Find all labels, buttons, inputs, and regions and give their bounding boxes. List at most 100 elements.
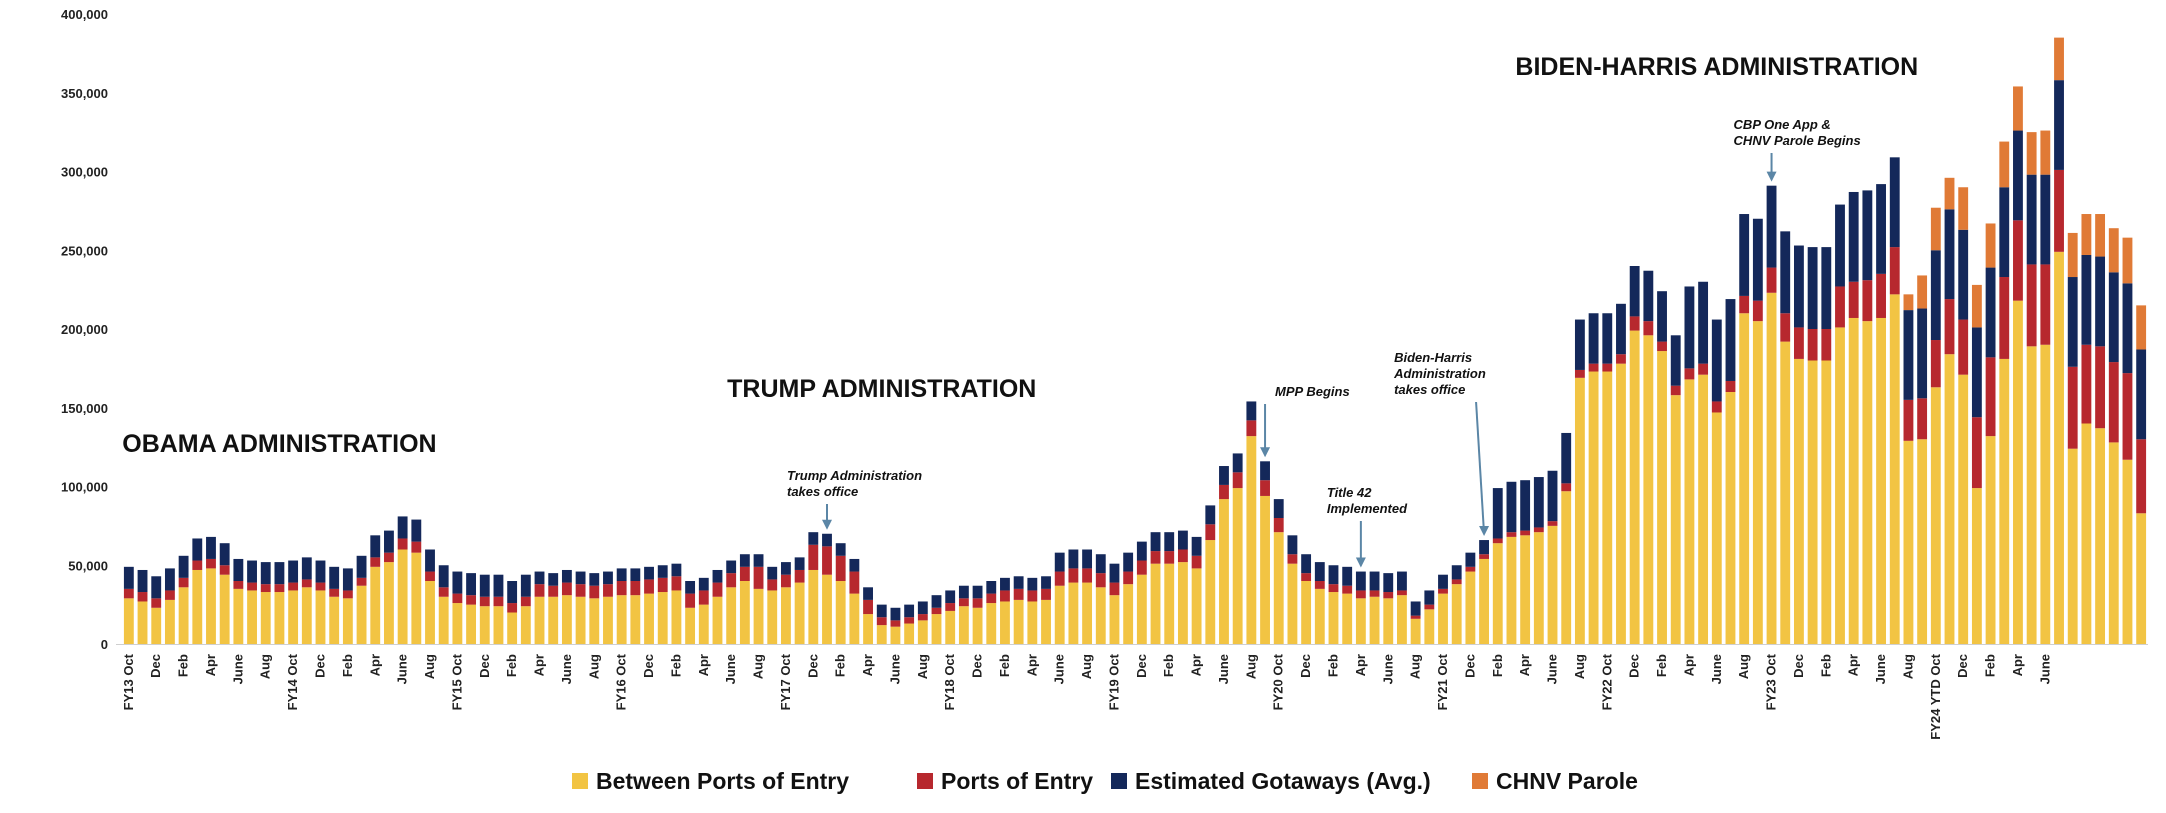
bar-segment-gotaways bbox=[1711, 319, 1722, 402]
x-tick-label: Feb bbox=[1490, 654, 1505, 677]
bar-segment-gotaways bbox=[1465, 552, 1476, 567]
bar-segment-gotaways bbox=[1520, 480, 1531, 531]
bar-segment-ports bbox=[603, 584, 613, 597]
annotation-text: takes office bbox=[1394, 382, 1465, 397]
bar-segment-gotaways bbox=[123, 566, 134, 589]
bar-segment-gotaways bbox=[1314, 562, 1325, 581]
bar-segment-gotaways bbox=[1944, 209, 1955, 300]
x-tick-label: Aug bbox=[751, 654, 766, 679]
bar-segment-ports bbox=[1848, 281, 1859, 318]
bar-segment-ports bbox=[219, 565, 230, 575]
bar-segment-gotaways bbox=[534, 571, 545, 585]
bar-segment-between bbox=[219, 574, 230, 644]
bar-segment-chnv bbox=[1903, 294, 1914, 311]
administration-label: TRUMP ADMINISTRATION bbox=[727, 375, 1036, 403]
bar-segment-ports bbox=[712, 582, 723, 597]
bar-segment-gotaways bbox=[1232, 453, 1243, 473]
bar-segment-gotaways bbox=[657, 565, 668, 578]
bar-segment-ports bbox=[1889, 247, 1900, 295]
bar-segment-gotaways bbox=[1752, 218, 1763, 301]
x-tick-label: FY13 Oct bbox=[121, 653, 136, 710]
legend-label: CHNV Parole bbox=[1496, 768, 1638, 794]
bar-segment-gotaways bbox=[1287, 535, 1298, 555]
bar-segment-gotaways bbox=[342, 568, 353, 591]
legend-swatch-chnv bbox=[1472, 773, 1488, 789]
bar-segment-between bbox=[767, 590, 778, 644]
bar-segment-gotaways bbox=[1355, 571, 1366, 591]
bar-segment-ports bbox=[671, 576, 682, 591]
bar-segment-gotaways bbox=[616, 568, 627, 581]
bar-segment-ports bbox=[1123, 571, 1134, 585]
x-tick-label: Dec bbox=[1791, 654, 1806, 678]
x-tick-label: June bbox=[2037, 654, 2052, 684]
x-tick-label: Apr bbox=[1681, 654, 1696, 676]
bar-segment-ports bbox=[616, 581, 627, 596]
bar-segment-ports bbox=[1643, 321, 1654, 336]
bar-segment-ports bbox=[575, 584, 586, 597]
x-tick-label: Feb bbox=[340, 654, 355, 677]
bar-segment-ports bbox=[397, 538, 408, 550]
bar-segment-between bbox=[1698, 374, 1709, 644]
bar-segment-between bbox=[1465, 571, 1476, 644]
bar-segment-ports bbox=[589, 585, 600, 599]
bar-segment-between bbox=[1588, 371, 1599, 644]
y-tick-label: 100,000 bbox=[61, 480, 108, 495]
bar-segment-gotaways bbox=[1657, 291, 1667, 342]
bar-segment-ports bbox=[2040, 264, 2051, 345]
bar-segment-ports bbox=[2026, 264, 2037, 347]
bar-segment-gotaways bbox=[1150, 532, 1161, 552]
bar-segment-gotaways bbox=[1342, 566, 1353, 586]
bar-segment-between bbox=[2108, 442, 2119, 644]
bar-segment-between bbox=[630, 595, 641, 644]
x-tick-label: Dec bbox=[805, 654, 820, 678]
bar-segment-between bbox=[1533, 532, 1544, 644]
bar-segment-gotaways bbox=[2013, 130, 2023, 221]
bar-segment-gotaways bbox=[397, 516, 408, 539]
bar-segment-gotaways bbox=[931, 595, 942, 608]
bar-segment-gotaways bbox=[972, 585, 983, 599]
bar-segment-gotaways bbox=[411, 519, 422, 542]
bar-segment-ports bbox=[247, 582, 257, 591]
bar-segment-gotaways bbox=[904, 604, 915, 618]
bar-segment-ports bbox=[452, 593, 463, 604]
bar-segment-gotaways bbox=[466, 573, 477, 596]
bar-segment-gotaways bbox=[890, 607, 901, 621]
bar-segment-ports bbox=[1479, 554, 1490, 559]
legend: Between Ports of Entry Ports of Entry Esti… bbox=[572, 768, 1638, 794]
bar-segment-between bbox=[1109, 595, 1120, 644]
bar-segment-between bbox=[986, 603, 997, 644]
bar-segment-ports bbox=[945, 603, 956, 611]
bar-segment-gotaways bbox=[1574, 319, 1585, 370]
bar-segment-between bbox=[1711, 412, 1722, 644]
bar-segment-ports bbox=[1451, 579, 1462, 585]
bar-segment-between bbox=[958, 606, 969, 644]
bar-segment-ports bbox=[301, 579, 312, 588]
bar-segment-gotaways bbox=[151, 576, 162, 599]
bar-segment-between bbox=[2095, 428, 2106, 644]
bar-segment-gotaways bbox=[548, 573, 559, 586]
bar-segment-between bbox=[1260, 495, 1270, 644]
annotation-arrow-line bbox=[1475, 401, 1486, 535]
bar-segment-between bbox=[1205, 540, 1216, 644]
x-tick-label: June bbox=[723, 654, 738, 684]
bar-segment-ports bbox=[1862, 280, 1873, 322]
bar-segment-gotaways bbox=[1506, 481, 1517, 533]
bar-segment-gotaways bbox=[1698, 281, 1709, 364]
bar-segment-ports bbox=[753, 566, 764, 589]
x-tick-label: Dec bbox=[148, 654, 163, 678]
x-tick-label: Feb bbox=[668, 654, 683, 677]
bar-segment-ports bbox=[329, 588, 340, 597]
bar-segment-ports bbox=[876, 617, 887, 626]
bar-segment-ports bbox=[904, 617, 915, 624]
bar-segment-ports bbox=[1287, 554, 1298, 564]
bar-segment-ports bbox=[2067, 366, 2078, 449]
bar-segment-gotaways bbox=[780, 562, 791, 575]
x-tick-label: Apr bbox=[203, 654, 218, 676]
bar-segment-gotaways bbox=[1397, 571, 1407, 591]
x-tick-label: Feb bbox=[833, 654, 848, 677]
bar-segment-ports bbox=[1273, 518, 1284, 533]
bar-segment-gotaways bbox=[685, 581, 696, 594]
bar-segment-between bbox=[1219, 499, 1229, 644]
bar-segment-between bbox=[1780, 341, 1791, 644]
bar-segment-ports bbox=[644, 579, 654, 594]
